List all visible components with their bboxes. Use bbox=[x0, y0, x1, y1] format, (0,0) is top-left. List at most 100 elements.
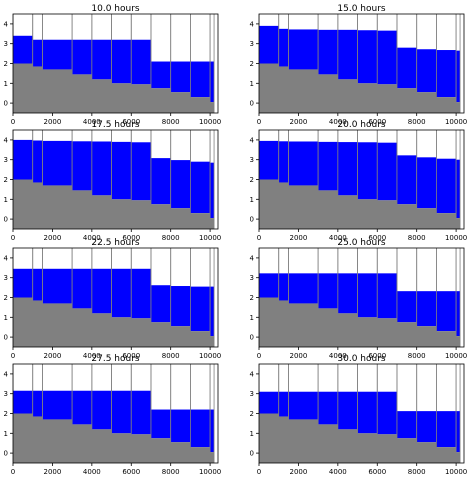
x-tick-label: 4000 bbox=[329, 118, 347, 126]
water-bar bbox=[456, 411, 461, 453]
x-tick-label: 6000 bbox=[122, 352, 140, 360]
x-tick-label: 2000 bbox=[290, 468, 308, 476]
x-tick-label: 0 bbox=[11, 352, 15, 360]
x-tick-label: 4000 bbox=[83, 352, 101, 360]
bed-bar bbox=[456, 452, 461, 463]
water-bar bbox=[377, 391, 397, 435]
bed-bar bbox=[288, 419, 319, 463]
y-tick-label: 0 bbox=[250, 100, 254, 108]
x-tick-label: 6000 bbox=[368, 234, 386, 242]
water-bar bbox=[170, 286, 191, 327]
x-tick-label: 8000 bbox=[162, 352, 180, 360]
x-tick-label: 6000 bbox=[122, 468, 140, 476]
bed-bar bbox=[13, 297, 33, 347]
bed-bar bbox=[416, 208, 437, 229]
y-tick-label: 1 bbox=[250, 80, 254, 88]
x-tick-label: 8000 bbox=[408, 352, 426, 360]
y-tick-label: 0 bbox=[4, 216, 8, 224]
water-bar bbox=[456, 159, 461, 219]
bed-bar bbox=[42, 185, 73, 229]
water-bar bbox=[396, 155, 417, 205]
bed-bar bbox=[170, 326, 191, 347]
cell-outline bbox=[455, 364, 461, 463]
bed-bar bbox=[150, 204, 171, 229]
x-tick-label: 2000 bbox=[44, 234, 62, 242]
x-tick-label: 0 bbox=[257, 118, 261, 126]
y-tick-label: 4 bbox=[250, 370, 255, 378]
bed-bar bbox=[111, 433, 132, 463]
bed-bar bbox=[318, 424, 338, 463]
x-tick-label: 2000 bbox=[290, 234, 308, 242]
bed-bar bbox=[32, 416, 43, 463]
water-bar bbox=[416, 291, 437, 327]
bed-bar bbox=[337, 429, 358, 463]
bed-bar bbox=[456, 218, 461, 229]
y-tick-label: 3 bbox=[250, 390, 254, 398]
water-bar bbox=[170, 160, 191, 209]
water-bar bbox=[91, 39, 112, 80]
y-tick-label: 1 bbox=[4, 430, 8, 438]
x-tick-label: 10000 bbox=[199, 468, 221, 476]
bed-bar bbox=[190, 213, 211, 229]
water-bar bbox=[42, 39, 73, 70]
y-tick-label: 2 bbox=[250, 410, 254, 418]
y-tick-label: 1 bbox=[4, 314, 8, 322]
bed-bar bbox=[288, 69, 319, 113]
water-bar bbox=[357, 30, 378, 84]
bed-bar bbox=[42, 69, 73, 113]
panel-title: 20.0 hours bbox=[337, 120, 386, 130]
bed-bar bbox=[337, 79, 358, 113]
bed-bar bbox=[436, 331, 457, 347]
panel-title: 15.0 hours bbox=[337, 4, 386, 14]
x-tick-label: 6000 bbox=[122, 118, 140, 126]
water-bar bbox=[190, 409, 211, 448]
water-bar bbox=[288, 141, 319, 186]
water-bar bbox=[416, 157, 437, 209]
x-tick-label: 4000 bbox=[83, 468, 101, 476]
bed-bar bbox=[91, 79, 112, 113]
x-tick-label: 10000 bbox=[199, 118, 221, 126]
water-bar bbox=[416, 411, 437, 443]
bed-bar bbox=[42, 419, 73, 463]
bed-bar bbox=[72, 190, 92, 229]
x-tick-label: 10000 bbox=[199, 234, 221, 242]
water-bar bbox=[210, 61, 215, 103]
water-bar bbox=[456, 291, 461, 337]
y-tick-label: 4 bbox=[4, 136, 9, 144]
x-tick-label: 8000 bbox=[408, 118, 426, 126]
bed-bar bbox=[396, 204, 417, 229]
water-bar bbox=[278, 141, 289, 183]
water-bar bbox=[259, 140, 279, 180]
chart-panel: 0 2000 4000 6000 8000 10000 0 1 2 3 4 17.5 hours bbox=[4, 120, 222, 242]
x-tick-label: 6000 bbox=[368, 118, 386, 126]
bed-bar bbox=[357, 433, 378, 463]
bed-bar bbox=[150, 322, 171, 347]
plot-area bbox=[259, 248, 461, 347]
x-tick-label: 8000 bbox=[162, 234, 180, 242]
water-bar bbox=[337, 29, 358, 80]
water-bar bbox=[13, 35, 33, 64]
water-bar bbox=[131, 268, 151, 319]
x-tick-label: 0 bbox=[11, 234, 15, 242]
y-tick-label: 0 bbox=[250, 450, 254, 458]
bed-bar bbox=[396, 88, 417, 113]
panel-title: 30.0 hours bbox=[337, 354, 386, 364]
x-tick-label: 10000 bbox=[445, 468, 467, 476]
bed-bar bbox=[131, 434, 151, 463]
water-bar bbox=[150, 409, 171, 439]
y-tick-label: 2 bbox=[4, 410, 8, 418]
bed-bar bbox=[436, 447, 457, 463]
bed-bar bbox=[32, 182, 43, 229]
bed-bar bbox=[357, 199, 378, 229]
bed-bar bbox=[259, 63, 279, 113]
x-tick-label: 4000 bbox=[329, 468, 347, 476]
bed-bar bbox=[32, 66, 43, 113]
x-tick-label: 8000 bbox=[162, 468, 180, 476]
bed-bar bbox=[111, 317, 132, 347]
y-tick-label: 3 bbox=[4, 156, 8, 164]
bed-bar bbox=[436, 213, 457, 229]
bed-bar bbox=[288, 303, 319, 347]
water-bar bbox=[72, 390, 92, 425]
bed-bar bbox=[318, 308, 338, 347]
